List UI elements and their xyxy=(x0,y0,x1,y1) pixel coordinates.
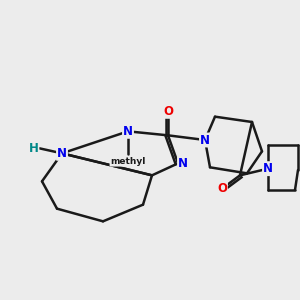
Text: N: N xyxy=(263,162,273,175)
Text: N: N xyxy=(123,125,133,138)
Text: methyl: methyl xyxy=(110,157,146,166)
Text: O: O xyxy=(163,105,173,118)
Text: H: H xyxy=(28,142,38,155)
Text: N: N xyxy=(200,134,210,146)
Text: N: N xyxy=(178,157,188,170)
Text: N: N xyxy=(57,147,67,160)
Text: O: O xyxy=(217,182,227,195)
